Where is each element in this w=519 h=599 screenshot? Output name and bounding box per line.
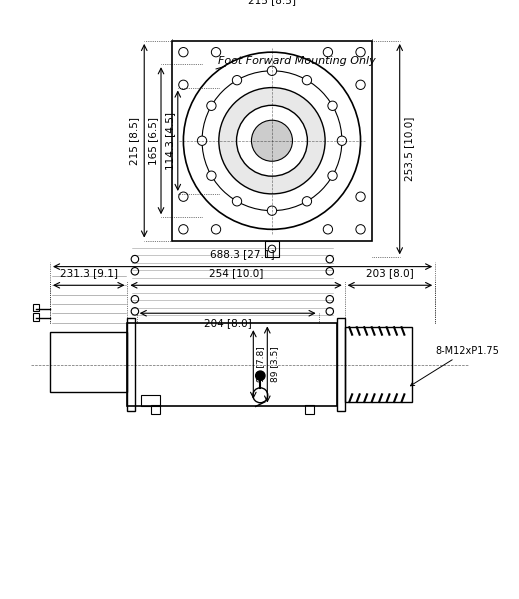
Circle shape — [267, 66, 277, 75]
Circle shape — [302, 196, 311, 206]
Circle shape — [328, 171, 337, 180]
Text: 8-M12xP1.75: 8-M12xP1.75 — [411, 346, 499, 386]
Circle shape — [207, 171, 216, 180]
Text: 231.3 [9.1]: 231.3 [9.1] — [60, 268, 118, 278]
Bar — [337, 318, 345, 411]
Bar — [265, 241, 279, 258]
Circle shape — [251, 120, 293, 161]
Text: 203 [8.0]: 203 [8.0] — [366, 268, 414, 278]
Bar — [33, 313, 39, 320]
Text: 688.3 [27.1]: 688.3 [27.1] — [210, 249, 275, 259]
Circle shape — [302, 75, 311, 85]
Text: 254 [10.0]: 254 [10.0] — [209, 268, 263, 278]
Circle shape — [233, 75, 242, 85]
Bar — [128, 318, 135, 411]
Bar — [33, 304, 39, 311]
Circle shape — [237, 105, 307, 176]
Text: Foot Forward Mounting Only: Foot Forward Mounting Only — [218, 56, 376, 66]
Bar — [345, 327, 412, 402]
Bar — [50, 332, 128, 392]
Bar — [172, 41, 372, 241]
Text: 215 [8.5]: 215 [8.5] — [130, 117, 140, 165]
Text: 253.5 [10.0]: 253.5 [10.0] — [404, 117, 414, 181]
Circle shape — [197, 136, 207, 146]
Circle shape — [337, 136, 347, 146]
Text: 97 [7.8]: 97 [7.8] — [256, 347, 265, 382]
Circle shape — [233, 196, 242, 206]
Bar — [128, 322, 337, 407]
Text: 215 [8.5]: 215 [8.5] — [248, 0, 296, 5]
Text: 114.3 [4.5]: 114.3 [4.5] — [165, 112, 175, 170]
Bar — [305, 404, 314, 414]
Circle shape — [328, 101, 337, 110]
Bar — [151, 404, 160, 414]
Text: 204 [8.0]: 204 [8.0] — [204, 318, 252, 328]
Circle shape — [207, 101, 216, 110]
Circle shape — [267, 206, 277, 215]
Text: 165 [6.5]: 165 [6.5] — [148, 117, 158, 165]
Text: 89 [3.5]: 89 [3.5] — [270, 347, 279, 382]
Circle shape — [219, 87, 325, 194]
Circle shape — [256, 371, 265, 380]
Bar — [142, 395, 160, 407]
